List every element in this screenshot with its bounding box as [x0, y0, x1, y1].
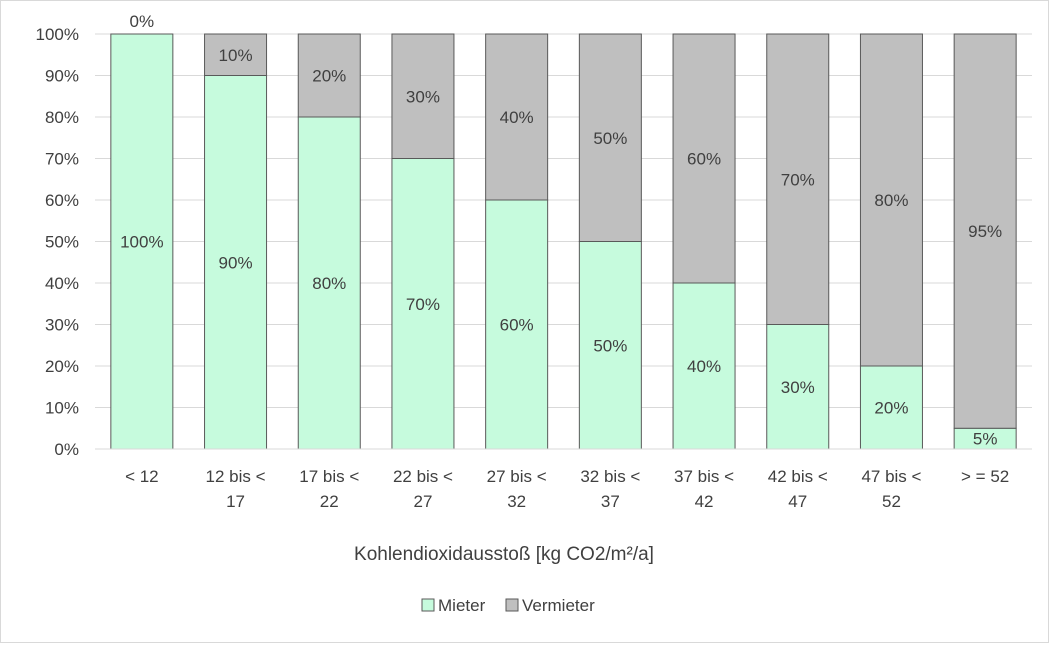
- bar-segment-vermieter: [297, 33, 361, 118]
- y-tick-label: 0%: [54, 440, 79, 459]
- x-axis-title: Kohlendioxidausstoß [kg CO2/m²/a]: [354, 544, 654, 565]
- bar-segment-vermieter: [859, 33, 923, 367]
- data-label-mieter: 90%: [219, 253, 253, 272]
- bar-segment-vermieter: [672, 33, 736, 284]
- legend-swatch-mieter: [421, 598, 435, 612]
- data-label-mieter: 20%: [874, 399, 908, 418]
- bar-segment-vermieter: [953, 33, 1017, 429]
- bar-segment-mieter: [110, 33, 174, 450]
- data-label-mieter: 5%: [973, 430, 998, 449]
- x-tick-label: 52: [882, 492, 901, 511]
- x-tick-label: 27: [413, 492, 432, 511]
- data-label-mieter: 80%: [312, 274, 346, 293]
- x-tick-label: > = 52: [961, 467, 1009, 486]
- y-tick-label: 30%: [45, 316, 79, 335]
- data-label-mieter: 40%: [687, 357, 721, 376]
- y-tick-label: 40%: [45, 274, 79, 293]
- y-tick-label: 10%: [45, 399, 79, 418]
- y-tick-label: 100%: [36, 25, 79, 44]
- bar-segment-vermieter: [578, 33, 642, 242]
- y-tick-label: 90%: [45, 67, 79, 86]
- data-label-vermieter: 40%: [500, 108, 534, 127]
- x-tick-label: 37: [601, 492, 620, 511]
- bar-segment-vermieter: [485, 33, 549, 201]
- data-label-mieter: 50%: [593, 336, 627, 355]
- data-label-vermieter: 30%: [406, 87, 440, 106]
- data-label-mieter: 100%: [120, 233, 163, 252]
- data-labels: 100% 0% 90% 10% 80% 20% 70% 30% 60% 40% 50% 50% 40% 6…: [120, 12, 1002, 449]
- x-tick-label: 37 bis <: [674, 467, 734, 486]
- x-tick-label: 17: [226, 492, 245, 511]
- bar-segment-mieter: [297, 116, 361, 450]
- data-label-vermieter: 0%: [130, 12, 155, 31]
- legend: Mieter Vermieter: [421, 596, 595, 615]
- y-tick-label: 60%: [45, 191, 79, 210]
- bar-segment-mieter: [672, 282, 736, 450]
- data-label-vermieter: 95%: [968, 222, 1002, 241]
- x-tick-label: 42 bis <: [768, 467, 828, 486]
- bar-segment-mieter: [485, 199, 549, 450]
- bar-segment-mieter: [859, 365, 923, 450]
- data-label-vermieter: 20%: [312, 67, 346, 86]
- y-tick-label: 20%: [45, 357, 79, 376]
- data-label-vermieter: 80%: [874, 191, 908, 210]
- bar-segment-vermieter: [766, 33, 830, 325]
- x-axis-ticks: < 12 12 bis < 17 17 bis < 22 22 bis < 27 27 bis…: [125, 467, 1009, 511]
- x-tick-label: 42: [695, 492, 714, 511]
- y-tick-label: 50%: [45, 233, 79, 252]
- x-tick-label: 47: [788, 492, 807, 511]
- data-label-mieter: 70%: [406, 295, 440, 314]
- y-tick-label: 70%: [45, 150, 79, 169]
- data-label-vermieter: 10%: [219, 46, 253, 65]
- legend-label-mieter: Mieter: [438, 596, 486, 615]
- data-label-mieter: 30%: [781, 378, 815, 397]
- y-axis-ticks: 0% 10% 20% 30% 40% 50% 60% 70% 80% 90% 100%: [36, 25, 79, 459]
- data-label-mieter: 60%: [500, 316, 534, 335]
- data-label-vermieter: 70%: [781, 170, 815, 189]
- x-tick-label: 47 bis <: [861, 467, 921, 486]
- bar-segment-vermieter: [391, 33, 455, 159]
- bars: [110, 33, 1017, 450]
- bar-segment-mieter: [204, 75, 268, 450]
- legend-swatch-vermieter: [505, 598, 519, 612]
- data-label-vermieter: 50%: [593, 129, 627, 148]
- x-tick-label: < 12: [125, 467, 159, 486]
- x-tick-label: 12 bis <: [206, 467, 266, 486]
- x-tick-label: 22 bis <: [393, 467, 453, 486]
- bar-segment-vermieter: [204, 33, 268, 76]
- x-tick-label: 32 bis <: [580, 467, 640, 486]
- x-tick-label: 32: [507, 492, 526, 511]
- x-tick-label: 17 bis <: [299, 467, 359, 486]
- bar-segment-mieter: [391, 158, 455, 450]
- x-tick-label: 27 bis <: [487, 467, 547, 486]
- data-label-vermieter: 60%: [687, 150, 721, 169]
- x-tick-label: 22: [320, 492, 339, 511]
- legend-label-vermieter: Vermieter: [522, 596, 595, 615]
- bar-segment-mieter: [578, 241, 642, 450]
- y-tick-label: 80%: [45, 108, 79, 127]
